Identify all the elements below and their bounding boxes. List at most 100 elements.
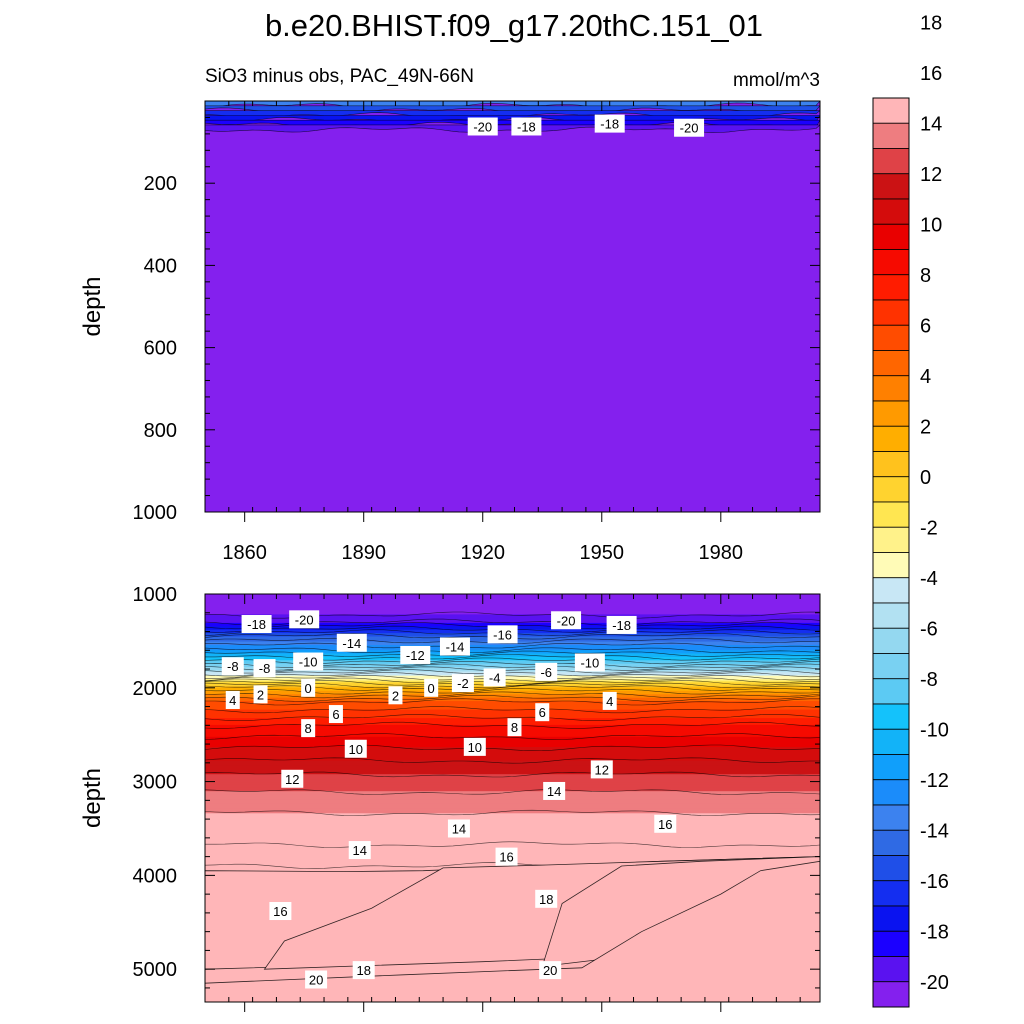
- contour-label-text: 14: [547, 784, 561, 799]
- y-tick-label: 200: [144, 173, 177, 195]
- plot-frame: [204, 593, 821, 1003]
- depth-band: [205, 701, 820, 704]
- contour-label-text: 14: [452, 821, 466, 836]
- contour-label: -4: [483, 668, 506, 687]
- x-tick-label: 1950: [580, 542, 625, 564]
- contour-label-text: 10: [468, 740, 482, 755]
- depth-band: [205, 808, 820, 811]
- contour-label-text: -2: [457, 676, 469, 691]
- depth-band: [205, 842, 820, 845]
- colorbar-label: 14: [920, 113, 942, 135]
- contour-line: [205, 706, 820, 714]
- depth-band: [205, 702, 820, 706]
- depth-band: [205, 815, 820, 818]
- depth-band: [205, 736, 820, 740]
- colorbar-swatch: [872, 602, 910, 629]
- contour-label-text: 4: [606, 694, 613, 709]
- contour-label-text: -12: [406, 648, 425, 663]
- contour-label-text: 8: [305, 721, 312, 736]
- depth-band: [205, 823, 820, 826]
- depth-band: [205, 818, 820, 821]
- depth-band: [205, 813, 820, 816]
- contour-label: -8: [253, 659, 276, 678]
- contour-label-text: -18: [612, 618, 631, 633]
- depth-band: [205, 837, 820, 840]
- contour-line: [205, 744, 820, 752]
- depth-band: [205, 609, 820, 612]
- depth-band: [205, 714, 820, 717]
- x-tick-label: 1860: [222, 542, 267, 564]
- depth-band: [205, 803, 820, 806]
- depth-band: [205, 667, 820, 670]
- depth-band: [205, 622, 820, 626]
- bottom-panel: -18 -20-14-12-14-16-20 -18-8 -8 -10 -10-6-4-2…: [79, 584, 821, 1012]
- depth-band: [205, 801, 820, 804]
- y-axis-label: depth: [79, 276, 106, 336]
- y-tick-label: 2000: [133, 678, 178, 700]
- depth-band: [205, 663, 820, 666]
- contour-label: -18: [606, 615, 637, 634]
- contour-label: 16: [269, 902, 292, 921]
- depth-band: [205, 675, 820, 678]
- depth-band: [205, 828, 820, 831]
- contour-label-text: 10: [349, 742, 363, 757]
- contour-label-text: -20: [473, 119, 492, 134]
- contour-label-text: 2: [392, 688, 399, 703]
- colorbar-label: -16: [920, 871, 949, 893]
- colorbar-swatch: [872, 350, 910, 377]
- contour-line: [205, 691, 820, 699]
- depth-band: [205, 662, 820, 665]
- contour-label: 4: [602, 691, 617, 710]
- contour-line: [205, 771, 820, 778]
- contour-line: [205, 647, 820, 654]
- depth-band: [205, 656, 820, 660]
- colorbar-swatch: [872, 223, 910, 250]
- colorbar-swatch: [872, 703, 910, 730]
- contour-line: [205, 809, 820, 816]
- contour-label: 20: [539, 961, 562, 980]
- contour-label-text: -18: [600, 117, 619, 132]
- colorbar-swatch: [872, 552, 910, 579]
- colorbar-swatch: [872, 375, 910, 402]
- colorbar-swatch: [872, 880, 910, 907]
- depth-band: [205, 692, 820, 695]
- colorbar-swatch: [872, 425, 910, 452]
- contour-label-text: 12: [285, 772, 299, 787]
- contour-label-text: -4: [489, 670, 501, 685]
- depth-band: [205, 643, 820, 646]
- colorbar: -20-18-16-14-12-10-8-6-4-202468101214161…: [872, 12, 949, 1008]
- top-panel: -20 -18 -18 -20 200 400 600 800 1000 1860 1890 1920…: [79, 100, 821, 564]
- colorbar-swatch: [872, 476, 910, 503]
- depth-band: [205, 680, 820, 683]
- depth-band: [205, 706, 820, 709]
- contour-label: -20: [551, 611, 582, 630]
- contour-line: [205, 714, 820, 721]
- deep-region-above-20: [205, 860, 820, 1002]
- colorbar-swatch: [872, 779, 910, 806]
- contour-label: 10: [463, 737, 486, 756]
- colorbar-swatch: [872, 122, 910, 149]
- contour-line: [205, 841, 820, 848]
- depth-band: [205, 755, 820, 758]
- depth-band: [205, 597, 820, 600]
- depth-band: [205, 648, 820, 651]
- depth-band: [205, 799, 820, 802]
- depth-band: [205, 743, 820, 746]
- depth-band: [205, 689, 820, 692]
- depth-band: [205, 835, 820, 838]
- depth-band: [205, 600, 820, 604]
- depth-band: [205, 760, 820, 763]
- depth-band: [205, 709, 820, 712]
- depth-band: [205, 838, 820, 842]
- depth-band: [205, 605, 820, 609]
- depth-band: [205, 707, 820, 711]
- y-tick-label: 800: [144, 420, 177, 442]
- contour-label-text: -10: [580, 655, 599, 670]
- contour-label-text: 16: [273, 904, 287, 919]
- depth-band: [205, 792, 820, 796]
- contour-label-text: 2: [257, 687, 264, 702]
- colorbar-swatch: [872, 754, 910, 781]
- depth-band: [205, 699, 820, 702]
- depth-band: [205, 713, 820, 716]
- contour-label-text: -18: [517, 119, 536, 134]
